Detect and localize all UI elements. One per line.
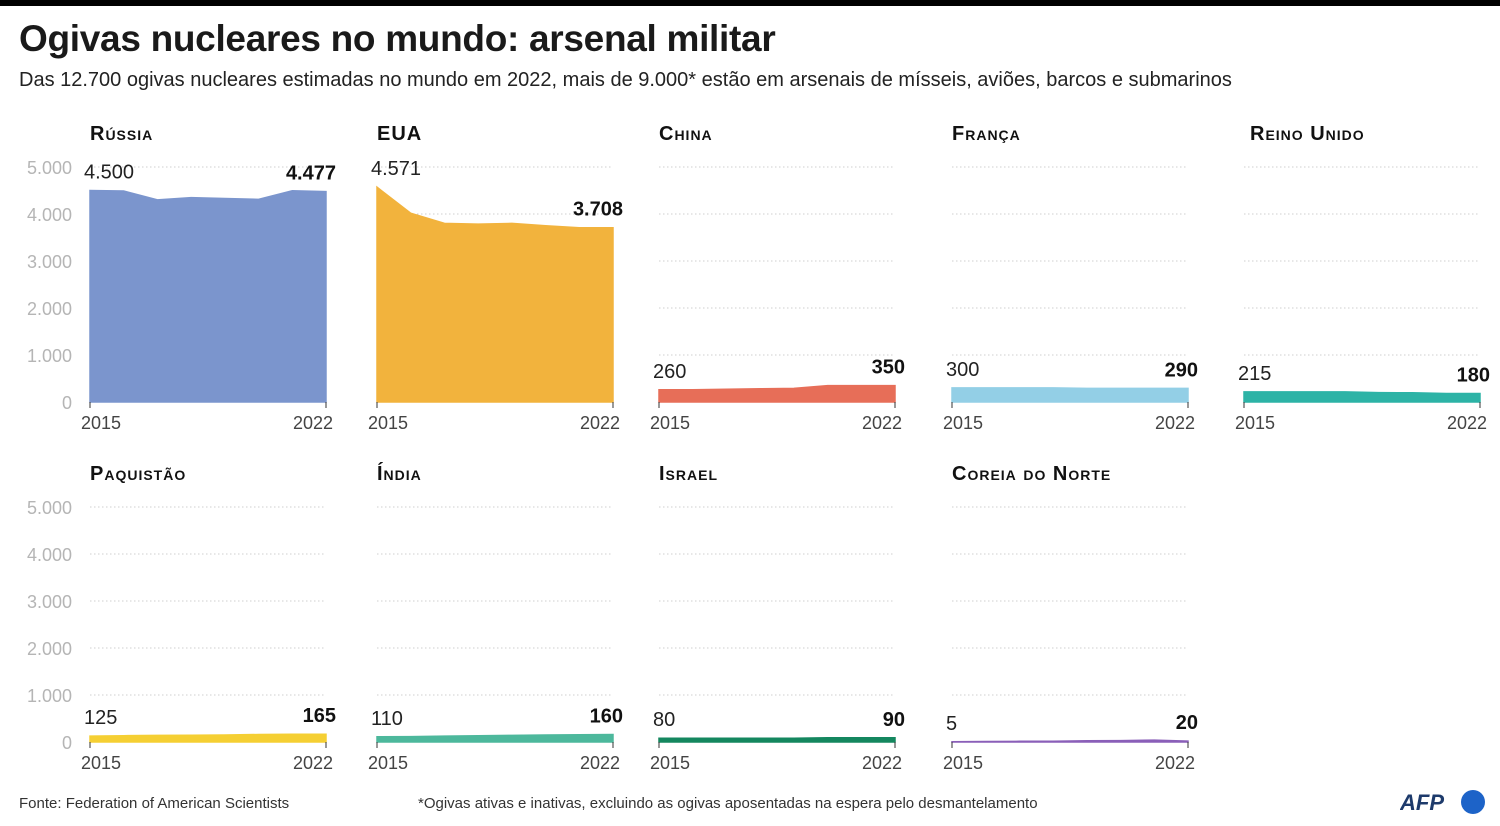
y-tick-label: 5.000	[27, 158, 72, 178]
start-value-label: 4.500	[84, 162, 134, 184]
chart-panel-franca: França 2015 2022 300 290	[943, 123, 1198, 433]
y-tick-label: 0	[62, 733, 72, 753]
x-tick-label: 2015	[368, 753, 408, 773]
y-tick-label: 3.000	[27, 592, 72, 612]
y-tick-label: 4.000	[27, 545, 72, 565]
area-series	[658, 384, 896, 403]
y-tick-label: 5.000	[27, 498, 72, 518]
area-series	[376, 185, 614, 403]
end-value-label: 290	[1165, 359, 1198, 381]
end-value-label: 160	[590, 705, 623, 727]
start-value-label: 80	[653, 709, 675, 731]
end-value-label: 20	[1176, 712, 1198, 734]
panel-title: Israel	[659, 463, 718, 485]
area-series	[376, 733, 614, 743]
footnote: *Ogivas ativas e inativas, excluindo as …	[418, 795, 1038, 812]
y-tick-label: 1.000	[27, 346, 72, 366]
end-value-label: 350	[872, 357, 905, 379]
end-value-label: 3.708	[573, 199, 623, 221]
afp-logo: AFP	[1400, 790, 1485, 815]
panel-title: França	[952, 123, 1021, 145]
start-value-label: 215	[1238, 363, 1271, 385]
end-value-label: 180	[1457, 365, 1490, 387]
chart-panel-india: Índia 2015 2022 110 160	[368, 462, 623, 773]
x-tick-label: 2015	[943, 413, 983, 433]
panel-title: EUA	[377, 123, 422, 145]
start-value-label: 125	[84, 707, 117, 729]
start-value-label: 4.571	[371, 158, 421, 180]
source-note: Fonte: Federation of American Scientists	[19, 795, 290, 812]
chart-panel-paquistao: Paquistão 0 1.000 2.000 3.000 4.000 5.000 2015 2…	[27, 463, 336, 773]
x-tick-label: 2015	[368, 413, 408, 433]
svg-text:AFP: AFP	[1400, 790, 1444, 815]
x-tick-label: 2015	[81, 753, 121, 773]
x-tick-label: 2015	[650, 753, 690, 773]
y-tick-label: 1.000	[27, 686, 72, 706]
x-tick-label: 2022	[293, 413, 333, 433]
top-rule	[0, 0, 1500, 6]
area-series	[89, 189, 327, 403]
x-tick-label: 2015	[650, 413, 690, 433]
x-tick-label: 2015	[1235, 413, 1275, 433]
x-tick-label: 2015	[81, 413, 121, 433]
x-tick-label: 2015	[943, 753, 983, 773]
x-tick-label: 2022	[1155, 753, 1195, 773]
panel-title: Paquistão	[90, 463, 186, 485]
start-value-label: 260	[653, 361, 686, 383]
area-series	[1243, 391, 1481, 403]
panel-title: Reino Unido	[1250, 123, 1365, 145]
area-series	[951, 387, 1189, 403]
y-tick-label: 0	[62, 393, 72, 413]
panel-title: China	[659, 123, 713, 145]
area-series	[89, 733, 327, 743]
x-tick-label: 2022	[1155, 413, 1195, 433]
panel-title: Rússia	[90, 123, 153, 145]
y-tick-label: 2.000	[27, 299, 72, 319]
panel-title: Índia	[377, 462, 422, 485]
x-tick-label: 2022	[862, 413, 902, 433]
y-tick-label: 2.000	[27, 639, 72, 659]
start-value-label: 300	[946, 359, 979, 381]
x-tick-label: 2022	[293, 753, 333, 773]
x-tick-label: 2022	[1447, 413, 1487, 433]
x-tick-label: 2022	[580, 753, 620, 773]
chart-panel-china: China 2015 2022 260 350	[650, 123, 905, 433]
chart-panel-israel: Israel 2015 2022 80 90	[650, 463, 905, 773]
x-tick-label: 2022	[862, 753, 902, 773]
x-tick-label: 2022	[580, 413, 620, 433]
start-value-label: 5	[946, 713, 957, 735]
end-value-label: 90	[883, 709, 905, 731]
chart-panel-coreia-do-norte: Coreia do Norte 2015 2022 5 20	[943, 463, 1198, 773]
chart-panel-eua: EUA 2015 2022 4.571 3.708	[368, 123, 623, 433]
chart-title: Ogivas nucleares no mundo: arsenal milit…	[19, 18, 776, 59]
y-tick-label: 3.000	[27, 252, 72, 272]
y-tick-label: 4.000	[27, 205, 72, 225]
chart-panel-russia: Rússia 0 1.000 2.000 3.000 4.000 5.000 2015 2022…	[27, 123, 336, 433]
end-value-label: 165	[303, 705, 336, 727]
area-series	[658, 737, 896, 743]
start-value-label: 110	[371, 708, 403, 730]
panel-title: Coreia do Norte	[952, 463, 1111, 485]
end-value-label: 4.477	[286, 163, 336, 185]
area-series	[951, 739, 1189, 743]
chart-subtitle: Das 12.700 ogivas nucleares estimadas no…	[19, 69, 1232, 91]
chart-panel-reino-unido: Reino Unido 2015 2022 215 180	[1235, 123, 1490, 433]
